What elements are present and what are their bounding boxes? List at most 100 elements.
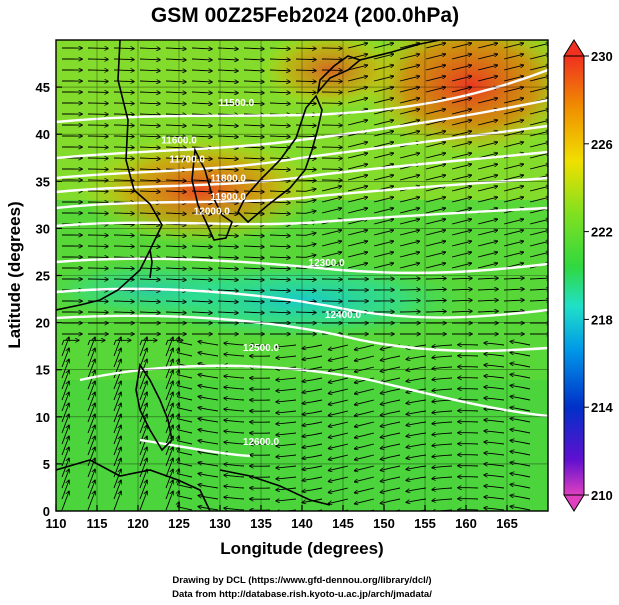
streamline <box>347 87 367 93</box>
streamline <box>269 301 290 302</box>
streamline <box>198 397 219 401</box>
streamline <box>355 476 375 482</box>
contour-labels: 11900.0 12000.0 11800.0 11700.0 11600.0 11500… <box>161 98 361 448</box>
streamline <box>406 498 427 502</box>
streamline <box>484 354 505 357</box>
streamline <box>484 387 505 390</box>
streamline <box>477 230 497 236</box>
streamline <box>347 54 367 60</box>
streamline <box>529 278 548 279</box>
streamline <box>529 164 548 170</box>
streamline <box>165 337 173 357</box>
streamline <box>139 180 160 181</box>
streamline <box>425 87 445 93</box>
streamline <box>191 125 212 126</box>
streamline <box>406 355 427 359</box>
streamline <box>399 98 419 104</box>
streamline <box>451 142 471 148</box>
streamline <box>503 300 524 301</box>
streamline <box>113 491 121 511</box>
contour-label: 11800.0 <box>210 173 246 184</box>
streamline <box>347 263 367 269</box>
streamline <box>529 54 548 60</box>
streamline <box>432 356 453 358</box>
streamline <box>217 246 238 247</box>
streamline <box>355 465 375 471</box>
streamline <box>177 447 193 456</box>
contour-label: 12600.0 <box>243 437 280 448</box>
streamline <box>451 164 471 170</box>
streamline <box>113 59 134 60</box>
streamline <box>425 54 445 60</box>
contour-label: 11600.0 <box>161 136 197 147</box>
streamline <box>177 370 193 379</box>
contour-line <box>56 206 548 228</box>
streamline <box>198 485 219 489</box>
streamline <box>198 430 219 434</box>
streamline <box>177 425 193 434</box>
streamline <box>198 375 219 379</box>
streamline <box>165 469 173 489</box>
streamline <box>503 289 524 290</box>
streamline <box>217 48 238 49</box>
streamline <box>329 476 349 482</box>
streamline <box>113 425 121 445</box>
streamline <box>276 389 297 391</box>
streamline <box>139 469 147 489</box>
streamline <box>406 377 427 381</box>
streamline <box>243 136 264 137</box>
streamline <box>399 230 419 236</box>
streamline <box>139 312 160 313</box>
streamline <box>243 191 264 192</box>
contour-label: 12500.0 <box>243 343 280 354</box>
streamline <box>347 175 367 181</box>
streamline <box>503 311 524 312</box>
streamline <box>113 191 134 192</box>
streamline <box>484 508 505 511</box>
streamline <box>425 263 445 269</box>
streamline <box>87 403 95 423</box>
streamline <box>295 125 316 126</box>
streamline <box>321 263 341 269</box>
warm-region-japan <box>80 135 320 245</box>
streamline <box>139 48 160 49</box>
streamline <box>217 136 238 137</box>
streamline <box>302 465 323 470</box>
streamline <box>87 414 95 434</box>
streamline <box>451 153 471 159</box>
streamline <box>269 246 290 247</box>
streamline <box>529 219 548 225</box>
streamline <box>139 191 160 192</box>
streamline <box>406 421 427 425</box>
streamline <box>191 81 212 82</box>
x-axis-title: Longitude (degrees) <box>220 539 383 558</box>
streamline <box>198 353 219 357</box>
streamline <box>477 186 497 192</box>
height-contours <box>56 68 548 458</box>
streamline <box>224 398 245 400</box>
streamline <box>224 354 245 356</box>
streamline <box>425 252 445 258</box>
streamline <box>329 421 349 427</box>
streamline <box>510 473 531 478</box>
streamline <box>139 246 160 247</box>
streamline <box>276 455 297 457</box>
streamline <box>177 480 193 489</box>
streamline <box>321 241 341 247</box>
streamline <box>198 441 219 445</box>
streamline <box>198 408 219 412</box>
streamline <box>224 486 245 488</box>
streamline <box>399 208 419 214</box>
streamline <box>269 103 290 104</box>
streamline <box>510 363 531 368</box>
streamline <box>217 70 238 71</box>
streamline <box>451 230 471 236</box>
streamline <box>477 175 497 181</box>
streamline <box>217 158 238 159</box>
streamline <box>165 191 186 192</box>
streamline <box>347 230 367 236</box>
streamline <box>87 370 95 390</box>
streamline <box>295 59 316 60</box>
figure-title: GSM 00Z25Feb2024 (200.0hPa) <box>151 4 459 27</box>
streamline <box>165 147 186 148</box>
